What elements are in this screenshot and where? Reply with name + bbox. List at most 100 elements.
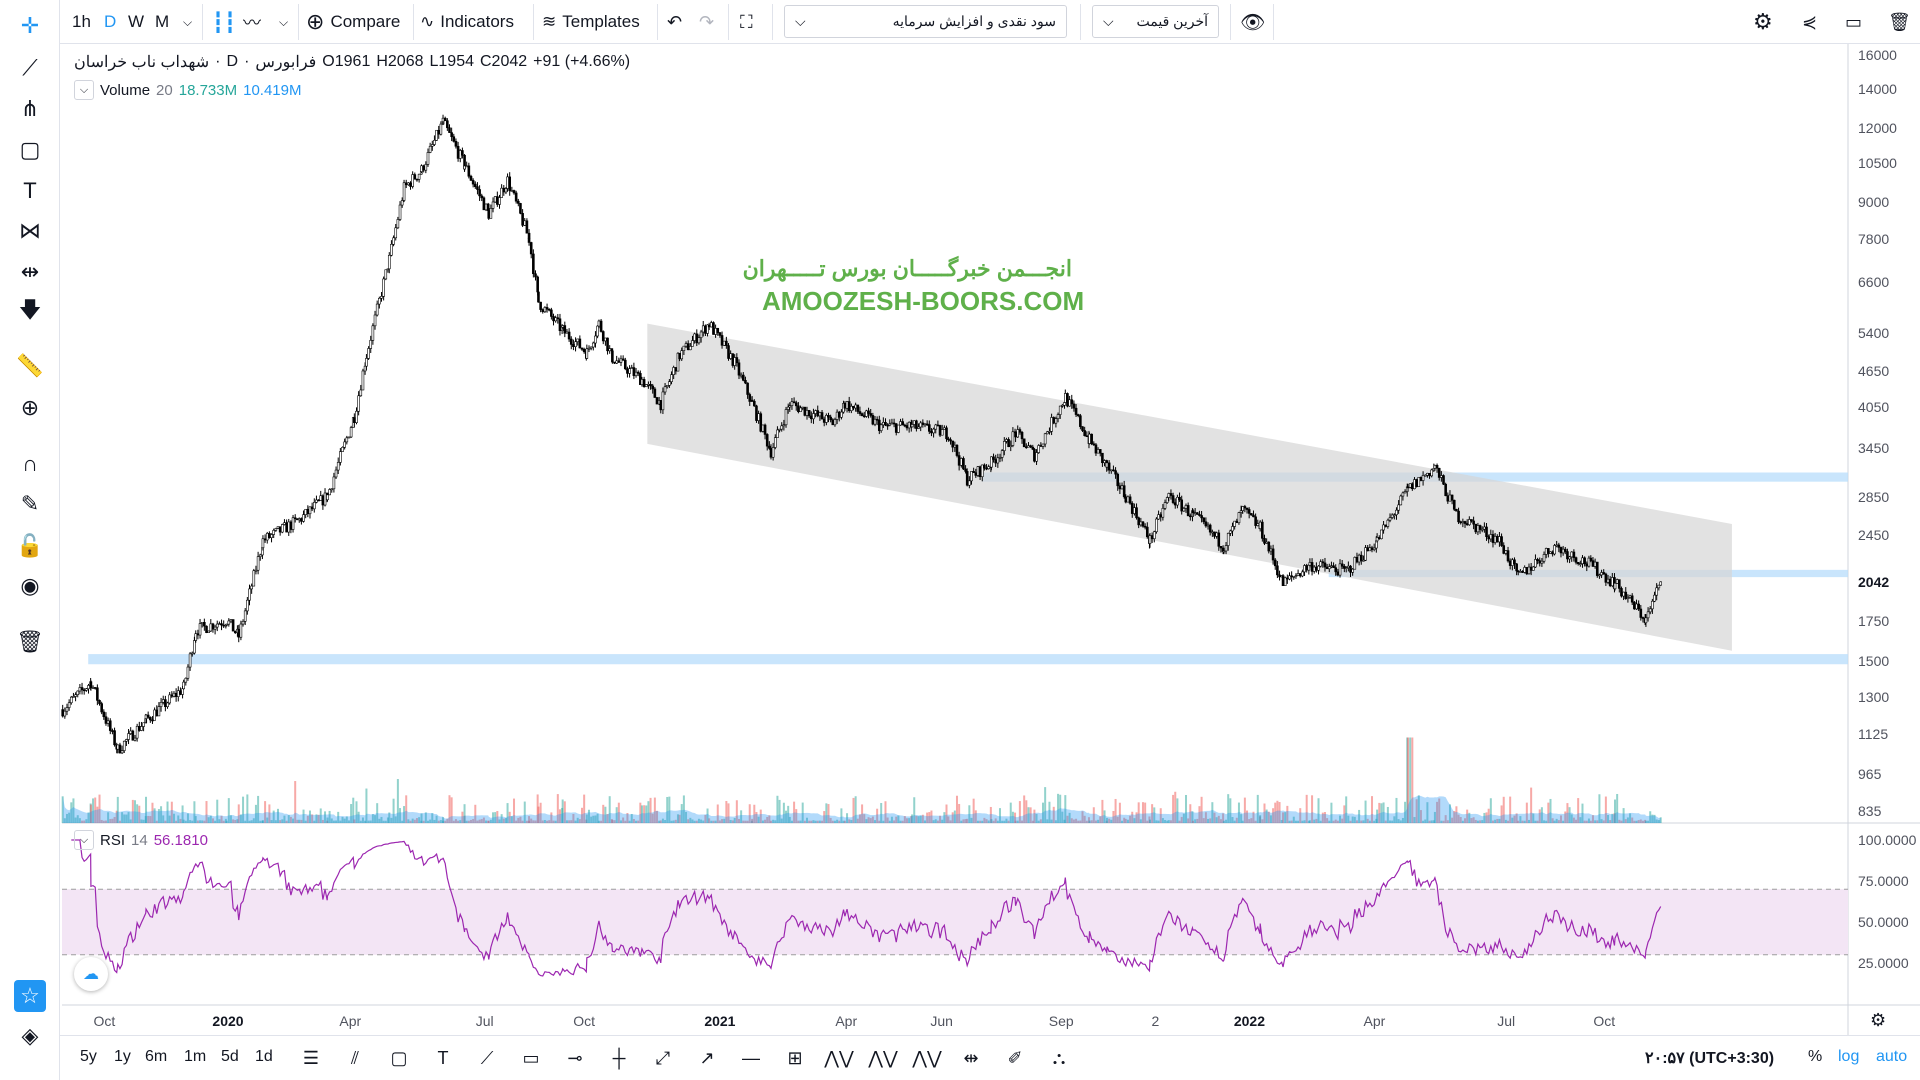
range-1m[interactable]: 1m [184, 1048, 207, 1065]
text-icon[interactable]: T [23, 178, 37, 203]
candle-body [1135, 507, 1138, 519]
candle-body [146, 714, 150, 718]
templates-button[interactable]: ≋ Templates [542, 0, 640, 44]
candle-body [67, 702, 71, 708]
zoom-in-icon[interactable]: ⊕ [20, 395, 40, 420]
volume-bar [1547, 802, 1550, 823]
compare-button[interactable]: ⊕ Compare [306, 0, 400, 44]
indicators-button[interactable]: ∿ Indicators [420, 0, 514, 44]
candle-body [1224, 545, 1228, 552]
candle-body [615, 360, 618, 364]
volume-bar [1064, 795, 1067, 823]
ruler-icon[interactable]: 📏 [16, 353, 44, 378]
undo-icon[interactable]: ↶ [667, 11, 683, 32]
pattern-icon[interactable]: ⋈ [19, 218, 41, 243]
magnet-icon[interactable]: ∩ [22, 451, 38, 476]
cross-line-icon[interactable]: ┼ [612, 1047, 626, 1068]
dividend-select[interactable]: سود نقدی و افزایش سرمایه ⌵ [784, 5, 1067, 38]
range-1d[interactable]: 1d [255, 1048, 273, 1065]
text-icon[interactable]: T [437, 1047, 449, 1068]
volume-bar [880, 802, 883, 823]
candle-body [976, 466, 980, 476]
volume-bar [1545, 820, 1548, 823]
interval-chevron-down-icon[interactable]: ⌵ [183, 14, 193, 29]
line-chart-icon[interactable]: 〰 [243, 13, 261, 33]
range-5y[interactable]: 5y [80, 1048, 97, 1065]
candle-body [491, 201, 495, 209]
volume-bar [921, 814, 924, 823]
horizontal-ray-icon[interactable]: ⊸ [567, 1047, 583, 1068]
interval-d[interactable]: D [104, 12, 117, 31]
lock-icon[interactable]: 🔓 [16, 533, 44, 558]
candle-body [665, 385, 669, 388]
forecast-icon[interactable]: ⇹ [20, 259, 40, 284]
collapse-chevron-icon[interactable]: ⌵ [74, 830, 94, 850]
eye-icon[interactable]: ◉ [20, 573, 40, 598]
rectangle-icon[interactable]: ▢ [19, 137, 41, 162]
brush-icon[interactable]: ✐ [1007, 1047, 1023, 1068]
snapshot-icon[interactable]: ▭ [1845, 11, 1863, 32]
candle-body [1408, 483, 1412, 488]
redo-icon[interactable]: ↷ [699, 11, 715, 32]
axis-settings-gear-icon[interactable]: ⚙ [1870, 1010, 1887, 1030]
lock-drawing-icon[interactable]: ✎ [20, 491, 40, 516]
percent-toggle[interactable]: % [1808, 1048, 1823, 1065]
interval-w[interactable]: W [128, 12, 145, 31]
candles-icon[interactable]: ┇┇ [212, 11, 237, 34]
elliott-wave-icon[interactable]: ⋀⋁ [824, 1047, 854, 1068]
rectangle-icon[interactable]: ▢ [390, 1047, 408, 1068]
volume-bar [196, 820, 199, 823]
candle-body [901, 421, 904, 426]
chart-type-chevron-icon[interactable]: ⌵ [279, 14, 289, 29]
trend-line-icon[interactable]: ⟋ [480, 1047, 494, 1068]
layers-icon[interactable]: ◈ [21, 1023, 39, 1048]
range-5d[interactable]: 5d [221, 1048, 239, 1065]
fib-box-icon[interactable]: ⊞ [787, 1047, 803, 1068]
range-6m[interactable]: 6m [145, 1048, 168, 1065]
interval-m[interactable]: M [155, 12, 170, 31]
interval-1h[interactable]: 1h [72, 12, 91, 31]
horizontal-line-icon[interactable]: — [742, 1047, 760, 1068]
star-watchlist-icon[interactable]: ☆ [14, 980, 46, 1012]
pitchfork-icon[interactable]: ⋔ [20, 96, 40, 121]
volume-bar [632, 819, 635, 823]
range-1y[interactable]: 1y [114, 1048, 131, 1065]
fullscreen-icon[interactable]: ⛶ [740, 11, 753, 32]
volume-bar [500, 814, 503, 823]
clock-timezone[interactable]: ۲۰:۵۷ (UTC+3:30) [1645, 1050, 1775, 1067]
candle-body [1283, 577, 1287, 586]
arrow-down-icon[interactable]: 🡇 [18, 297, 42, 322]
volume-bar [1129, 815, 1132, 823]
volume-bar [339, 820, 342, 823]
arrow-line-icon[interactable]: ↗ [699, 1047, 715, 1068]
collapse-chevron-icon[interactable]: ⌵ [74, 80, 94, 100]
tradingview-logo-icon[interactable]: ☁ [74, 957, 108, 991]
callout-icon[interactable]: ▭ [522, 1047, 540, 1068]
xabcd-pattern-icon[interactable]: ⋀⋁ [912, 1047, 942, 1068]
eye-icon[interactable]: 👁 [1240, 11, 1266, 34]
abcd-pattern-icon[interactable]: ⋀⋁ [868, 1047, 898, 1068]
candle-body [569, 338, 573, 345]
parallel-channel-icon[interactable]: ⫽ [350, 1047, 360, 1068]
symbol-name[interactable]: شهداب ناب خراسان [74, 54, 210, 71]
price-type-select[interactable]: آخرین قیمت ⌵ [1092, 5, 1219, 38]
share-icon[interactable]: ⋞ [1802, 11, 1818, 32]
volume-bar [401, 820, 404, 823]
candle-body [554, 317, 557, 322]
trash-icon[interactable]: 🗑 [16, 629, 44, 654]
trend-line-icon[interactable]: ⟋ [22, 55, 38, 80]
volume-bar [766, 816, 769, 823]
volume-bar [823, 811, 826, 823]
horizontal-lines-icon[interactable]: ☰ [302, 1047, 320, 1068]
candle-body [1245, 507, 1249, 510]
candle-body [502, 187, 506, 193]
settings-gear-icon[interactable]: ⚙ [1753, 9, 1773, 34]
log-toggle[interactable]: log [1838, 1048, 1860, 1065]
trash-icon[interactable]: 🗑 [1888, 11, 1911, 32]
network-icon[interactable]: ⛬ [1052, 1047, 1066, 1068]
projection-icon[interactable]: ⇹ [963, 1047, 979, 1068]
crosshair-icon[interactable]: ✛ [20, 13, 40, 38]
extended-line-icon[interactable]: ⤢ [655, 1047, 671, 1068]
auto-toggle[interactable]: auto [1876, 1048, 1908, 1065]
